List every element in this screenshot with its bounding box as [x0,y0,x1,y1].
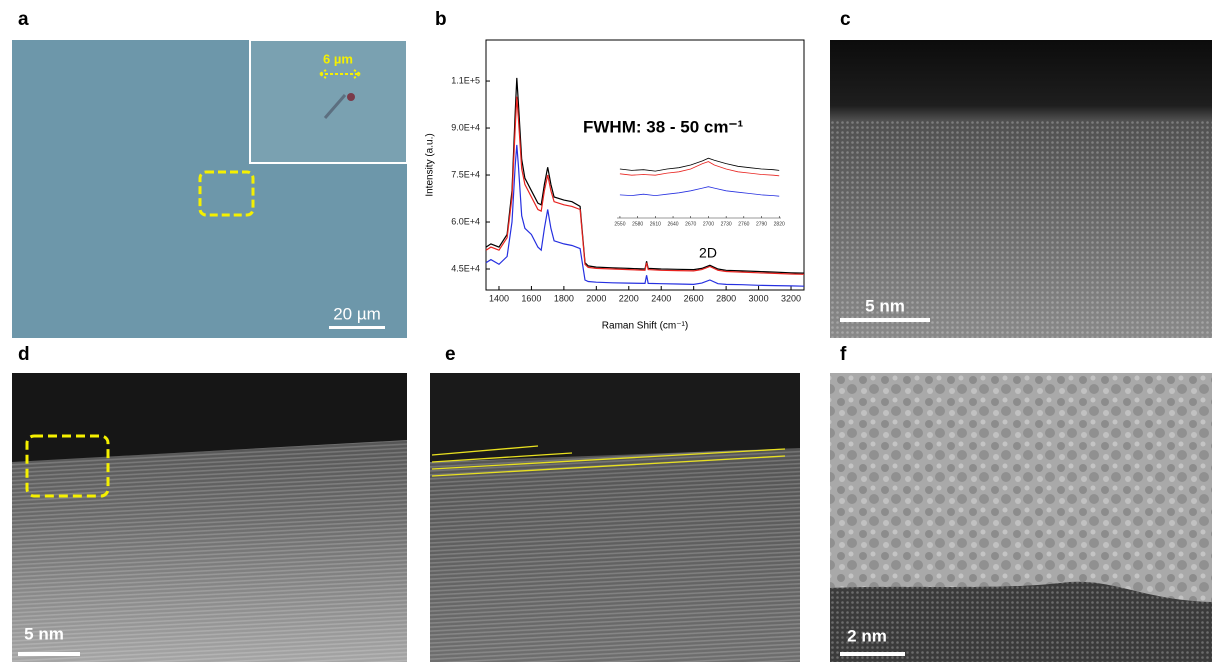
y-tick-label: 6.0E+4 [451,216,480,226]
figure: 6 µm 20 µm 5 nm 5 nm e 2 nm a b c d f Ra… [0,0,1215,666]
x-tick-label: 2550 [614,221,625,227]
x-axis-label: Raman Shift (cm⁻¹) [602,321,688,332]
x-tick-label: 2610 [650,221,661,227]
x-tick-label: 2670 [685,221,696,227]
scale-label: 5 nm [865,296,905,315]
panel-label: e [445,344,456,365]
x-tick-label: 1400 [489,293,509,303]
y-axis-label: Intensity (a.u.) [425,133,436,196]
scale-label: 20 µm [333,304,381,323]
x-tick-label: 1600 [521,293,541,303]
x-tick-label: 2790 [756,221,767,227]
x-tick-label: 2820 [774,221,785,227]
x-tick-label: 3000 [749,293,769,303]
lattice [430,450,800,662]
x-tick-label: 1800 [554,293,574,303]
scale-bar [840,318,930,322]
panel-label: a [18,9,29,30]
scale-bar [18,652,80,656]
y-tick-label: 4.5E+4 [451,263,480,273]
x-tick-label: 2200 [619,293,639,303]
x-tick-label: 2800 [716,293,736,303]
x-tick-label: 2580 [632,221,643,227]
x-tick-label: 2400 [651,293,671,303]
panel-label: f [840,344,847,365]
x-tick-label: 2730 [721,221,732,227]
scale-label: 2 nm [847,626,887,645]
scale-label: 5 nm [24,624,64,643]
plot-frame [486,40,804,290]
annotation: 2D [699,245,717,261]
y-tick-label: 9.0E+4 [451,122,480,132]
y-tick-label: 1.1E+5 [451,75,480,85]
inset-scale: 6 µm [323,51,353,66]
scale-bar [840,652,905,656]
scale-bar [329,326,385,329]
panel-label: c [840,9,851,30]
x-tick-label: 3200 [781,293,801,303]
panel-label: d [18,344,30,365]
defect-dot [347,93,355,101]
panel-label: b [435,9,447,30]
lattice [12,440,407,662]
y-tick-label: 7.5E+4 [451,169,480,179]
x-tick-label: 2700 [703,221,714,227]
x-tick-label: 2760 [738,221,749,227]
amorphous [830,373,1212,603]
x-tick-label: 2000 [586,293,606,303]
x-tick-label: 2640 [667,221,678,227]
annotation: FWHM: 38 - 50 cm⁻¹ [583,117,743,136]
dark-layer [430,373,800,462]
x-tick-label: 2600 [684,293,704,303]
